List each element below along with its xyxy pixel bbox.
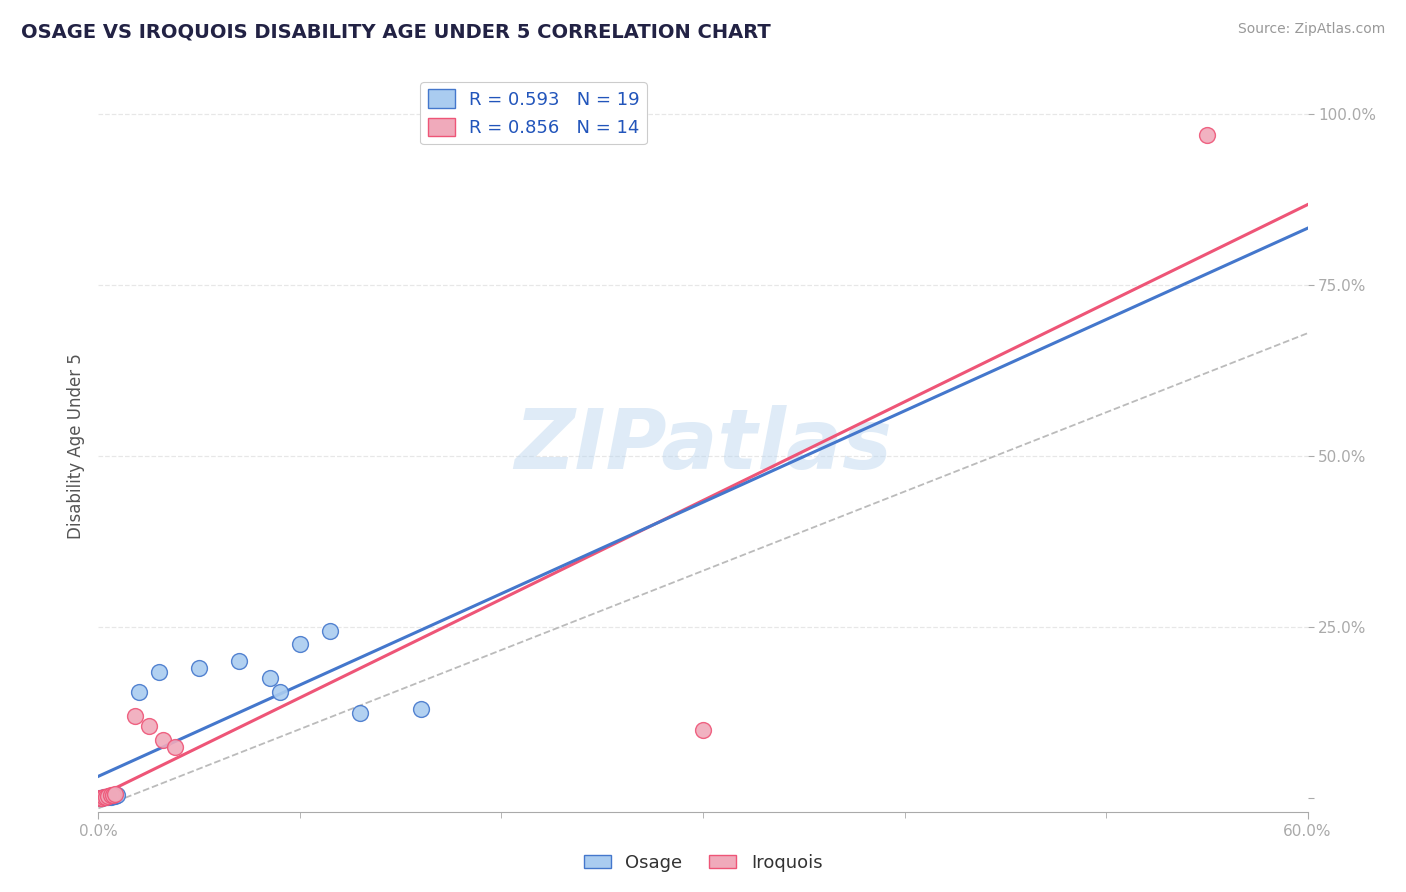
- Point: [101, 788, 124, 802]
- Point: [163, 739, 186, 754]
- Text: OSAGE VS IROQUOIS DISABILITY AGE UNDER 5 CORRELATION CHART: OSAGE VS IROQUOIS DISABILITY AGE UNDER 5…: [21, 22, 770, 41]
- Point: [93, 790, 115, 805]
- Point: [103, 787, 125, 801]
- Point: [97, 789, 120, 804]
- Point: [124, 709, 146, 723]
- Y-axis label: Disability Age Under 5: Disability Age Under 5: [66, 353, 84, 539]
- Point: [96, 790, 118, 805]
- Point: [91, 791, 114, 805]
- Point: [91, 791, 114, 805]
- Point: [103, 789, 125, 803]
- Point: [128, 685, 150, 699]
- Point: [138, 719, 160, 733]
- Legend: Osage, Iroquois: Osage, Iroquois: [576, 847, 830, 880]
- Point: [692, 723, 714, 737]
- Legend: R = 0.593   N = 19, R = 0.856   N = 14: R = 0.593 N = 19, R = 0.856 N = 14: [420, 82, 647, 145]
- Point: [148, 665, 170, 679]
- Point: [89, 791, 111, 805]
- Point: [100, 789, 122, 804]
- Point: [101, 789, 124, 803]
- Point: [152, 733, 174, 747]
- Point: [105, 789, 128, 803]
- Point: [93, 790, 115, 805]
- Point: [228, 654, 250, 668]
- Point: [319, 624, 342, 638]
- Point: [349, 706, 371, 720]
- Point: [188, 661, 211, 675]
- Point: [89, 791, 111, 805]
- Point: [409, 702, 432, 716]
- Point: [269, 685, 291, 699]
- Text: ZIPatlas: ZIPatlas: [515, 406, 891, 486]
- Point: [288, 637, 311, 651]
- Point: [259, 672, 281, 686]
- Point: [100, 789, 122, 803]
- Point: [97, 789, 120, 803]
- Point: [1195, 128, 1218, 142]
- Point: [96, 789, 118, 804]
- Text: Source: ZipAtlas.com: Source: ZipAtlas.com: [1237, 22, 1385, 37]
